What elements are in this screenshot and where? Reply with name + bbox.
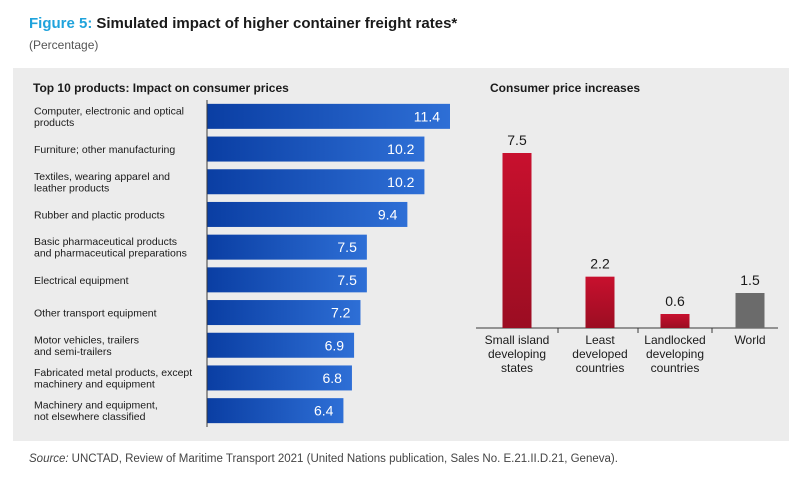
group-bar xyxy=(735,293,765,328)
left-chart-title: Top 10 products: Impact on consumer pric… xyxy=(33,81,289,95)
group-bar xyxy=(660,314,690,328)
chart-panel xyxy=(13,68,789,441)
figure-title: Figure 5: Simulated impact of higher cont… xyxy=(29,15,457,32)
group-bar-value: 0.6 xyxy=(665,293,685,309)
left-chart: 11.4 Computer, electronic and optical prod… xyxy=(34,100,450,427)
product-bar-value: 9.4 xyxy=(378,206,398,222)
product-bar xyxy=(207,398,344,424)
product-category-label: Textiles, wearing apparel and leather pro… xyxy=(34,171,170,195)
product-category-label: Other transport equipment xyxy=(34,308,157,320)
product-category-label: Rubber and plactic products xyxy=(34,209,165,221)
product-bar-value: 10.2 xyxy=(387,174,414,190)
group-category-label: World xyxy=(734,333,765,347)
product-category-label: Basic pharmaceutical products and pharmac… xyxy=(34,236,187,260)
product-bar-value: 6.9 xyxy=(325,337,345,353)
product-category-label: Furniture; other manufacturing xyxy=(34,144,175,156)
product-bar-value: 7.5 xyxy=(337,272,357,288)
product-bar-value: 10.2 xyxy=(387,141,414,157)
product-bar xyxy=(207,365,352,391)
right-chart-title: Consumer price increases xyxy=(490,81,640,95)
product-category-label: Electrical equipment xyxy=(34,275,129,287)
group-bar-value: 1.5 xyxy=(740,272,760,288)
group-bar-value: 2.2 xyxy=(590,256,610,272)
product-bar xyxy=(207,169,425,195)
group-bar-value: 7.5 xyxy=(507,132,527,148)
product-category-label: Motor vehicles, trailers and semi-trailer… xyxy=(34,334,139,358)
product-bar xyxy=(207,300,361,326)
group-bar xyxy=(502,153,532,328)
product-bar-value: 6.8 xyxy=(322,370,342,386)
product-bar-value: 6.4 xyxy=(314,403,334,419)
product-bar-value: 7.2 xyxy=(331,305,351,321)
product-bar xyxy=(207,136,425,162)
product-bar xyxy=(207,201,408,227)
group-category-label: Small island developing states xyxy=(485,333,550,375)
product-category-label: Computer, electronic and optical products xyxy=(34,105,184,129)
group-category-label: Landlocked developing countries xyxy=(644,333,705,375)
product-bar xyxy=(207,103,450,129)
product-bar xyxy=(207,332,355,358)
source-text: UNCTAD, Review of Maritime Transport 202… xyxy=(71,453,618,465)
figure-subtitle: (Percentage) xyxy=(29,38,99,52)
product-bar xyxy=(207,267,367,293)
group-category-label: Least developed countries xyxy=(572,333,627,375)
product-bar xyxy=(207,234,367,260)
product-category-label: Fabricated metal products, except machine… xyxy=(34,367,192,391)
product-category-label: Machinery and equipment, not elsewhere cl… xyxy=(34,400,158,424)
source-label: Source: xyxy=(29,453,69,465)
product-bar-value: 11.4 xyxy=(414,108,440,124)
figure-title-text: Simulated impact of higher container fre… xyxy=(96,15,458,32)
group-bar xyxy=(585,276,615,328)
source-note: Source: UNCTAD, Review of Maritime Transp… xyxy=(29,453,618,465)
right-chart: 7.5 Small island developing states 2.2 Least d… xyxy=(476,132,778,375)
figure-number: Figure 5: xyxy=(29,15,93,32)
product-bar-value: 7.5 xyxy=(337,239,357,255)
